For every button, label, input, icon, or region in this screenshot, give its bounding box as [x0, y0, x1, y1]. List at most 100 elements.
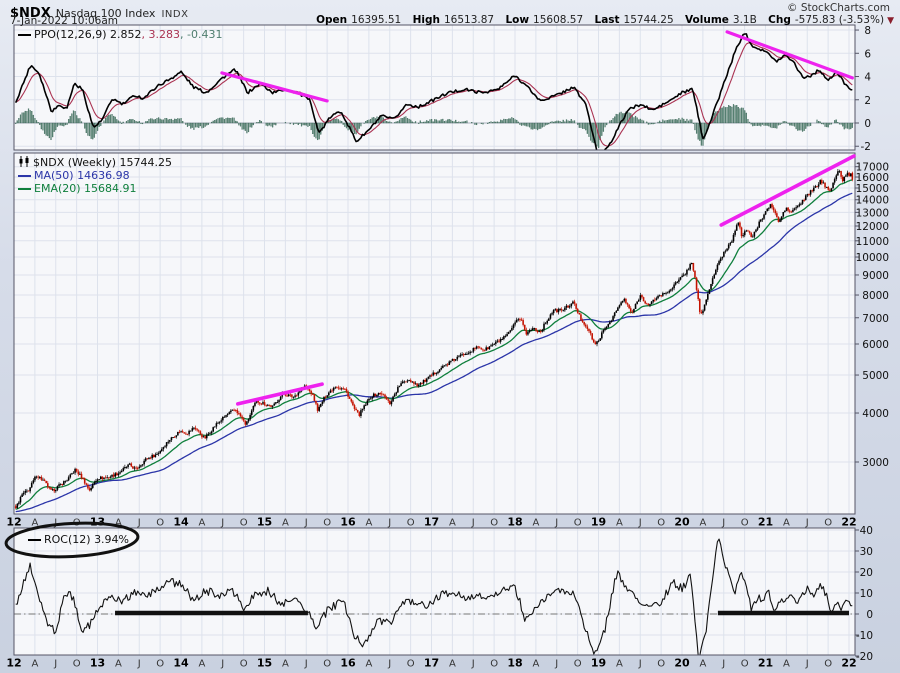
last-label: Last — [594, 14, 620, 26]
x-axis-label: A — [532, 518, 539, 529]
x-axis-label: O — [323, 518, 331, 529]
x-axis-label: O — [407, 659, 415, 670]
x-axis-label: 20 — [674, 516, 690, 529]
x-axis-label: A — [365, 518, 372, 529]
x-axis-label: O — [490, 659, 498, 670]
ppo-legend: PPO(12,26,9) 2.852, 3.283, -0.431 — [18, 28, 222, 41]
y-axis-label: 13000 — [856, 207, 889, 219]
x-axis-label: J — [220, 659, 224, 670]
ma50-value: 14636.98 — [77, 169, 130, 182]
x-axis-label: O — [824, 518, 832, 529]
ppo-value: 2.852 — [110, 28, 142, 41]
open-value: 16395.51 — [351, 14, 402, 26]
y-axis-label: 10000 — [856, 252, 889, 264]
roc-legend: ROC(12) 3.94% — [28, 533, 129, 546]
x-axis-label: O — [741, 518, 749, 529]
x-axis-label: 17 — [424, 516, 439, 529]
y-axis-label: 5000 — [862, 370, 889, 382]
candlestick-icon — [19, 156, 29, 167]
x-axis-label: J — [137, 518, 141, 529]
last-value: 15744.25 — [623, 14, 674, 26]
chart-datetime: 7-Jan-2022 10:06am — [10, 15, 119, 27]
x-axis-label: O — [240, 518, 248, 529]
x-axis-label: A — [31, 659, 38, 670]
x-axis-label: A — [449, 659, 456, 670]
x-axis-label: J — [805, 659, 809, 670]
trendline-annotation — [719, 154, 856, 227]
y-axis-label: 12000 — [856, 221, 889, 233]
x-axis-label: O — [156, 659, 164, 670]
ellipse-annotation — [4, 521, 140, 559]
annotations — [4, 30, 856, 616]
ma50-label: MA(50) — [34, 169, 74, 182]
y-axis-label: 40 — [860, 525, 873, 537]
trendline-annotation — [725, 30, 854, 80]
ema20-swatch — [18, 188, 31, 190]
x-axis-label: 14 — [173, 516, 189, 529]
y-axis-label: 8000 — [862, 290, 889, 302]
price-legend-symbol-row: $NDX (Weekly) 15744.25 — [18, 156, 172, 169]
x-axis-label: 22 — [841, 657, 856, 670]
x-axis-label: A — [365, 659, 372, 670]
y-axis-label: 30 — [860, 546, 873, 558]
low-value: 15608.57 — [533, 14, 584, 26]
roc-series-swatch — [28, 539, 41, 541]
price-last-value: 15744.25 — [119, 156, 173, 169]
y-axis-label: 8 — [864, 25, 871, 37]
x-axis-label: A — [31, 518, 38, 529]
y-axis-label: -20 — [856, 651, 873, 663]
x-axis-label: A — [616, 659, 623, 670]
ema20-value: 15684.91 — [84, 182, 137, 195]
y-axis-label: 10 — [860, 588, 873, 600]
down-arrow-icon — [887, 16, 894, 26]
chg-value: -575.83 (-3.53%) — [794, 14, 885, 26]
y-axis-label: 4000 — [862, 408, 889, 420]
y-axis-label: 0 — [864, 118, 871, 130]
x-axis-label: J — [387, 518, 391, 529]
roc-value: 3.94% — [94, 533, 130, 546]
x-axis-label: J — [53, 659, 57, 670]
x-axis-label: J — [721, 659, 725, 670]
x-axis-label: A — [783, 659, 790, 670]
y-axis-label: 4 — [864, 72, 871, 84]
x-axis-label: J — [137, 659, 141, 670]
y-axis-label: 16000 — [856, 172, 889, 184]
x-axis-label: O — [824, 659, 832, 670]
x-axis-label: J — [638, 659, 642, 670]
x-axis-label: A — [449, 518, 456, 529]
x-axis-label: O — [490, 518, 498, 529]
exchange-tag: INDX — [161, 9, 189, 20]
x-axis-label: A — [115, 518, 122, 529]
x-axis-label: A — [699, 518, 706, 529]
x-axis-label: J — [53, 518, 57, 529]
trendline-annotation — [235, 382, 324, 406]
x-axis-label: J — [721, 518, 725, 529]
trendline-annotation — [220, 71, 329, 103]
ema20-label: EMA(20) — [34, 182, 81, 195]
x-axis-label: A — [616, 518, 623, 529]
x-axis-label: A — [532, 659, 539, 670]
x-axis-label: A — [282, 659, 289, 670]
y-axis-label: 6000 — [862, 339, 889, 351]
y-axis-label: 3000 — [862, 457, 889, 469]
copyright: © StockCharts.com — [787, 2, 890, 14]
low-label: Low — [505, 14, 530, 26]
x-axis-label: 21 — [758, 657, 773, 670]
x-axis-label: 20 — [674, 657, 690, 670]
x-axis-label: A — [282, 518, 289, 529]
open-label: Open — [316, 14, 348, 26]
ppo-signal-line — [15, 42, 853, 147]
y-axis-label: 2 — [864, 95, 871, 107]
high-label: High — [412, 14, 440, 26]
x-axis-label: A — [699, 659, 706, 670]
ema20-line — [15, 179, 853, 510]
x-axis-label: J — [471, 518, 475, 529]
ppo-series-swatch — [18, 34, 31, 36]
x-axis-label: J — [554, 518, 558, 529]
y-axis-label: -10 — [856, 630, 873, 642]
y-axis-label: 14000 — [856, 195, 889, 207]
x-axis-label: 18 — [507, 516, 522, 529]
x-axis-label: 12 — [6, 657, 21, 670]
candlesticks — [14, 169, 854, 510]
